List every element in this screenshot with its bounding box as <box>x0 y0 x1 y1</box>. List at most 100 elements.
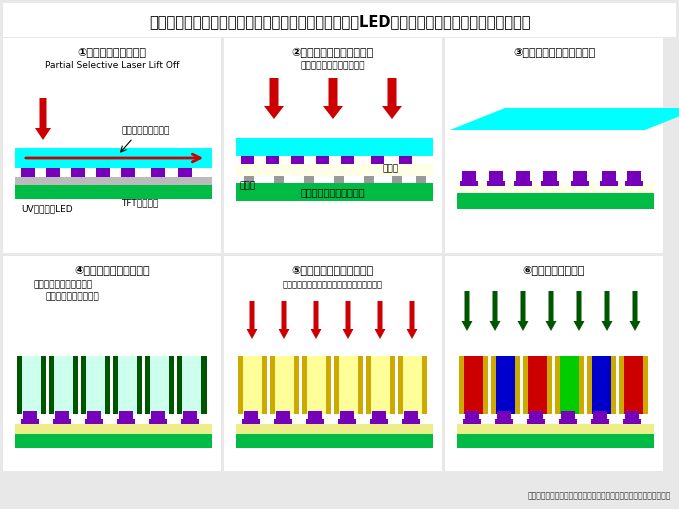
Bar <box>402 419 420 424</box>
Bar <box>445 38 663 253</box>
Bar <box>149 419 167 424</box>
Bar <box>238 356 243 414</box>
Bar <box>445 256 663 471</box>
Bar <box>625 411 639 421</box>
Bar <box>201 356 206 414</box>
Bar <box>21 356 41 414</box>
Bar <box>619 356 624 414</box>
Text: 接着層: 接着層 <box>383 164 399 173</box>
Bar <box>46 168 60 177</box>
Bar <box>105 356 110 414</box>
Bar <box>149 356 169 414</box>
Polygon shape <box>342 301 354 339</box>
Bar <box>274 356 294 414</box>
Bar <box>121 168 135 177</box>
Bar <box>643 356 648 414</box>
Bar <box>573 171 587 183</box>
Bar <box>338 356 358 414</box>
Polygon shape <box>407 301 418 339</box>
Bar <box>555 356 560 414</box>
Polygon shape <box>490 291 500 331</box>
Bar <box>236 138 433 156</box>
Bar <box>15 185 212 199</box>
Bar <box>242 419 260 424</box>
Bar <box>15 434 212 448</box>
Bar <box>73 356 78 414</box>
Bar <box>541 181 559 186</box>
Bar <box>236 424 433 434</box>
Bar <box>304 176 314 183</box>
Polygon shape <box>629 291 640 331</box>
Bar <box>15 177 212 185</box>
Bar <box>181 419 199 424</box>
Polygon shape <box>375 301 386 339</box>
Bar <box>21 168 35 177</box>
Bar <box>96 168 110 177</box>
Bar <box>593 411 607 421</box>
Polygon shape <box>35 98 51 140</box>
Bar <box>627 171 641 183</box>
Text: ④蛍光体セルのリブ形成: ④蛍光体セルのリブ形成 <box>74 266 150 276</box>
Bar <box>276 411 290 421</box>
Bar <box>515 356 520 414</box>
Bar <box>370 356 390 414</box>
Bar <box>266 156 279 164</box>
Bar <box>483 356 488 414</box>
Bar <box>113 356 118 414</box>
Bar <box>547 356 552 414</box>
Bar <box>224 256 442 471</box>
Bar <box>457 424 654 434</box>
Bar <box>21 419 39 424</box>
Text: Partial Selective Laser Lift Off: Partial Selective Laser Lift Off <box>45 61 179 70</box>
Bar <box>390 356 395 414</box>
Bar <box>489 171 503 183</box>
Bar <box>623 356 643 414</box>
Bar <box>177 356 182 414</box>
Bar <box>491 356 496 414</box>
Bar <box>244 411 258 421</box>
Bar <box>561 411 575 421</box>
Bar <box>306 356 326 414</box>
Text: ブイ・テクノロジーが考案したフレキシブルマイクロLEDディスプレーの製造プロセスフロー: ブイ・テクノロジーが考案したフレキシブルマイクロLEDディスプレーの製造プロセス… <box>149 14 531 30</box>
Bar <box>559 356 579 414</box>
Bar <box>145 356 150 414</box>
Bar <box>364 176 374 183</box>
Bar <box>236 434 433 448</box>
Text: 現像～クリーニング）: 現像～クリーニング） <box>45 292 98 301</box>
Bar <box>514 181 532 186</box>
Bar <box>527 419 545 424</box>
Bar <box>181 356 201 414</box>
Bar <box>71 168 85 177</box>
Bar <box>334 176 344 183</box>
Bar <box>416 176 426 183</box>
Bar <box>262 356 267 414</box>
Text: TFT駆動回路: TFT駆動回路 <box>121 198 158 207</box>
Bar <box>274 419 292 424</box>
Bar <box>85 356 105 414</box>
Polygon shape <box>450 108 679 130</box>
Bar <box>241 156 254 164</box>
Bar <box>457 183 654 193</box>
Bar <box>623 419 641 424</box>
Bar <box>543 171 557 183</box>
Bar <box>600 181 618 186</box>
Bar <box>579 356 584 414</box>
Bar <box>169 356 174 414</box>
Bar <box>270 356 275 414</box>
Bar <box>516 171 530 183</box>
Bar <box>244 176 254 183</box>
Bar <box>392 176 402 183</box>
Bar <box>3 3 676 37</box>
Bar <box>402 356 422 414</box>
Bar <box>81 356 86 414</box>
Bar <box>302 356 307 414</box>
Bar <box>529 411 543 421</box>
Bar <box>366 356 371 414</box>
Bar <box>119 411 133 421</box>
Bar <box>41 356 46 414</box>
Bar <box>224 38 442 253</box>
Text: （底面だけレーザーアブレーションで剥離）: （底面だけレーザーアブレーションで剥離） <box>283 280 383 289</box>
Bar <box>457 434 654 448</box>
Text: ③サファイアウエハー剥離: ③サファイアウエハー剥離 <box>513 48 595 58</box>
Polygon shape <box>574 291 585 331</box>
